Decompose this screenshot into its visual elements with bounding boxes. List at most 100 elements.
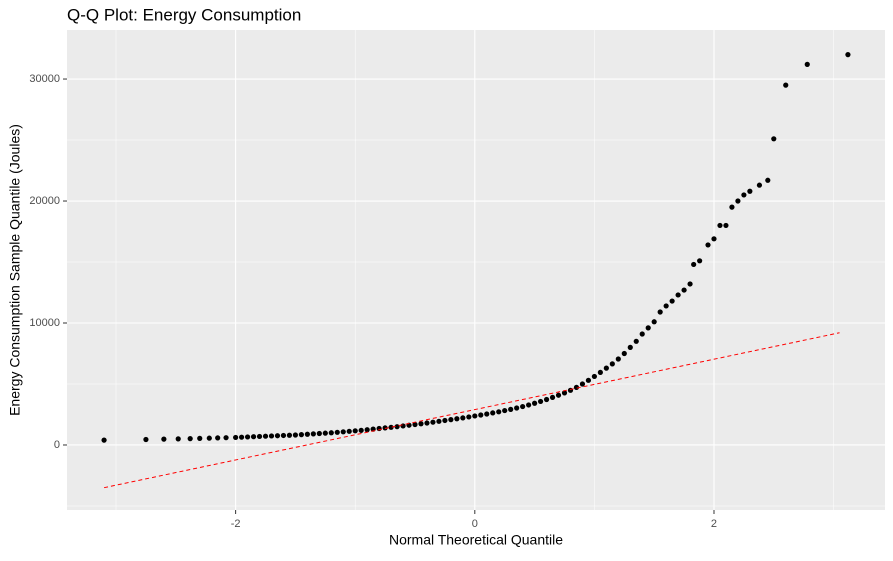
point — [478, 412, 484, 418]
point — [223, 435, 229, 441]
point — [663, 303, 669, 309]
point — [412, 421, 418, 428]
point — [657, 309, 663, 315]
chart-title: Q-Q Plot: Energy Consumption — [67, 5, 301, 24]
point — [735, 198, 741, 204]
point — [691, 261, 697, 268]
point — [729, 204, 735, 210]
point — [669, 298, 675, 304]
point — [400, 423, 406, 429]
point — [549, 394, 556, 401]
point — [472, 413, 478, 419]
point — [197, 435, 203, 441]
point — [531, 400, 538, 406]
point — [496, 409, 502, 415]
point — [681, 287, 687, 293]
point — [508, 406, 514, 412]
point — [424, 420, 430, 426]
point — [187, 436, 193, 442]
point — [250, 434, 257, 440]
point — [334, 429, 340, 435]
point — [502, 407, 508, 414]
point — [765, 177, 771, 183]
point — [723, 222, 729, 229]
point — [460, 415, 466, 421]
point — [274, 433, 281, 439]
point — [346, 428, 352, 434]
point — [101, 437, 107, 443]
point — [579, 381, 586, 387]
point — [280, 432, 287, 439]
point — [298, 432, 304, 438]
point — [206, 435, 212, 441]
point — [621, 350, 627, 357]
point — [639, 331, 645, 337]
point — [448, 417, 454, 423]
point — [244, 434, 251, 440]
point — [388, 424, 394, 430]
point — [239, 434, 245, 440]
point — [567, 387, 574, 393]
point — [537, 398, 544, 405]
point — [340, 429, 346, 435]
point — [328, 430, 334, 436]
x-tick-label: -2 — [231, 518, 241, 530]
point — [322, 430, 328, 436]
y-tick-label: 0 — [54, 439, 60, 451]
point — [687, 281, 693, 287]
point — [175, 436, 181, 442]
point — [603, 365, 609, 371]
point — [645, 325, 651, 331]
point — [705, 242, 711, 248]
point — [597, 369, 603, 376]
point — [543, 396, 550, 403]
point — [771, 136, 777, 142]
point — [555, 392, 562, 398]
point — [376, 425, 382, 432]
y-tick-label: 20000 — [29, 195, 60, 207]
point — [747, 188, 753, 194]
point — [741, 192, 747, 198]
point — [268, 433, 275, 439]
point — [394, 424, 400, 430]
point — [627, 344, 633, 350]
point — [382, 425, 388, 431]
x-tick-label: 0 — [472, 518, 478, 530]
point — [609, 361, 615, 367]
point — [591, 373, 597, 380]
point — [286, 432, 293, 438]
point — [161, 436, 167, 442]
point — [490, 410, 496, 416]
point — [262, 433, 269, 439]
x-tick-label: 2 — [711, 518, 717, 530]
point — [561, 390, 568, 396]
point — [233, 434, 239, 441]
point — [633, 338, 639, 344]
point — [717, 222, 723, 229]
point — [352, 428, 358, 434]
point — [573, 384, 580, 391]
point — [304, 431, 310, 437]
point — [292, 432, 299, 438]
point — [358, 427, 364, 433]
point — [845, 52, 851, 58]
point — [711, 236, 717, 242]
point — [310, 431, 316, 437]
plot-panel — [67, 30, 885, 510]
y-tick-label: 30000 — [29, 73, 60, 85]
point — [804, 61, 810, 67]
point — [143, 436, 149, 443]
point — [215, 435, 221, 441]
x-axis-label: Normal Theoretical Quantile — [389, 532, 563, 548]
point — [651, 319, 657, 325]
point — [418, 421, 424, 427]
point — [526, 402, 532, 408]
point — [615, 356, 621, 362]
point — [436, 418, 442, 424]
reference-line — [103, 332, 840, 489]
point — [756, 182, 763, 188]
point — [514, 405, 520, 411]
point — [430, 419, 436, 425]
y-axis-label: Energy Consumption Sample Quantile (Joul… — [7, 124, 23, 416]
